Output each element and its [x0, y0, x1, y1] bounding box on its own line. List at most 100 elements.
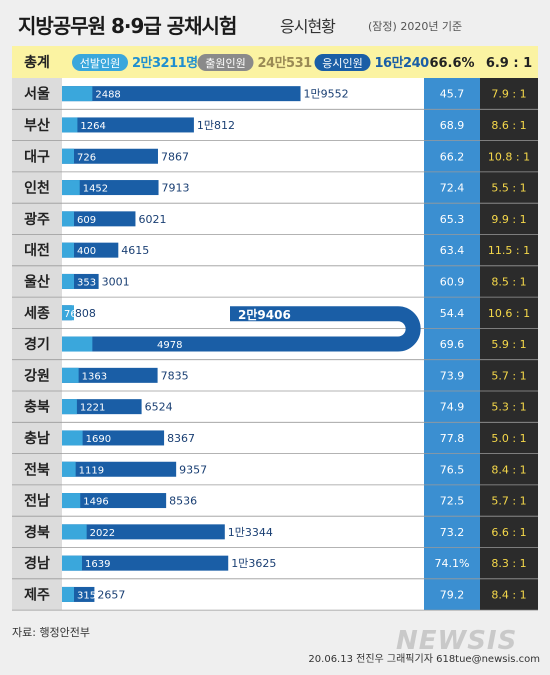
category-label: 전남 — [24, 493, 50, 510]
chart-note: (잠정) 2020년 기준 — [368, 20, 463, 33]
applicants-bar — [62, 555, 229, 571]
ratio-value: 7.9 : 1 — [491, 88, 526, 101]
title-area: 지방공무원 8·9급 공채시험 응시현황 (잠정) 2020년 기준 — [0, 0, 550, 46]
ratio-value: 5.7 : 1 — [491, 495, 526, 508]
applicants-bar — [62, 242, 119, 258]
watermark: NEWSIS — [396, 626, 518, 656]
applicants-bar — [62, 148, 158, 164]
category-label: 인천 — [24, 180, 50, 197]
ratio-value: 8.5 : 1 — [491, 275, 526, 288]
applicants-bar — [62, 461, 177, 477]
rate-value: 79.2 — [440, 588, 465, 601]
selected-bar — [62, 524, 87, 540]
legend-swatch — [314, 54, 371, 71]
ratio-value: 5.3 : 1 — [491, 401, 526, 414]
selected-bar — [62, 148, 74, 164]
applicants-label: 2657 — [97, 588, 125, 601]
applicants-label: 9357 — [179, 463, 207, 476]
applicants-bar — [62, 399, 142, 415]
ratio-value: 5.5 : 1 — [491, 182, 526, 195]
rate-value: 73.9 — [440, 369, 465, 382]
rate-header-cell — [424, 46, 480, 78]
category-label: 충북 — [24, 400, 50, 416]
selected-label: 4978 — [157, 340, 182, 351]
applicants-label: 6524 — [145, 401, 173, 414]
selected-bar — [62, 399, 77, 415]
applicants-bar — [62, 430, 165, 446]
rate-value: 72.4 — [440, 182, 465, 195]
legend-value: 16만240 — [375, 55, 430, 71]
ratio-value: 10.8 : 1 — [488, 150, 530, 163]
applicants-bar — [62, 306, 421, 352]
selected-bar — [62, 461, 76, 477]
rate-value: 73.2 — [440, 526, 465, 539]
applicants-label: 1만3344 — [228, 526, 273, 539]
selected-label: 315 — [77, 590, 96, 601]
ratio-header-cell — [480, 46, 538, 78]
ratio-value: 5.9 : 1 — [491, 338, 526, 351]
applicants-label: 1만3625 — [231, 557, 276, 570]
applicants-bar — [62, 211, 136, 227]
applicants-bar — [62, 180, 159, 196]
selected-bar — [62, 86, 93, 102]
category-label: 경남 — [24, 555, 50, 572]
category-column — [12, 78, 62, 611]
rate-value: 45.7 — [440, 88, 465, 101]
selected-label: 353 — [77, 277, 96, 288]
selected-bar — [62, 180, 80, 196]
ratio-value: 8.4 : 1 — [491, 588, 526, 601]
credit-line: 20.06.13 전진우 그래픽기자 618tue@newsis.com — [308, 654, 540, 665]
selected-bar — [62, 305, 74, 321]
source-note: 자료: 행정안전부 — [12, 626, 91, 639]
category-label: 충남 — [24, 430, 50, 447]
selected-bar — [62, 493, 81, 509]
applicants-bar — [62, 367, 158, 383]
applicants-label: 1만9552 — [304, 88, 349, 101]
rate-value: 72.5 — [440, 495, 465, 508]
ratio-value: 8.3 : 1 — [491, 557, 526, 570]
selected-bar — [62, 211, 74, 227]
applicants-label: 8367 — [167, 432, 195, 445]
rate-value: 66.2 — [440, 150, 465, 163]
ratio-value: 8.6 : 1 — [491, 119, 526, 132]
selected-label: 1496 — [83, 497, 108, 508]
applicants-label: 3001 — [102, 275, 130, 288]
category-label: 울산 — [24, 273, 50, 290]
rate-value: 54.4 — [440, 307, 465, 320]
selected-label: 726 — [77, 152, 96, 163]
rate-value: 60.9 — [440, 275, 465, 288]
category-label: 제주 — [24, 587, 50, 603]
selected-bar — [62, 273, 74, 289]
rate-value: 63.4 — [440, 244, 465, 257]
selected-bar — [62, 336, 93, 352]
applicants-label: 808 — [75, 307, 96, 320]
header-label: 총계 — [24, 55, 50, 71]
selected-bar — [62, 367, 79, 383]
category-label: 전북 — [24, 461, 50, 478]
applicants-label: 7913 — [162, 182, 190, 195]
rate-value: 74.9 — [440, 401, 465, 414]
category-label: 대구 — [24, 149, 50, 165]
rate-value: 65.3 — [440, 213, 465, 226]
selected-label: 76 — [64, 309, 77, 320]
applicants-label: 7835 — [161, 369, 189, 382]
selected-label: 1452 — [83, 184, 108, 195]
selected-label: 400 — [77, 246, 96, 257]
rate-value: 76.5 — [440, 463, 465, 476]
rate-value: 74.1% — [435, 557, 470, 570]
chart-title: 지방공무원 8·9급 공채시험 — [18, 14, 237, 38]
legend-swatch — [72, 54, 128, 71]
rate-value: 69.6 — [440, 338, 465, 351]
ratio-value: 5.0 : 1 — [491, 432, 526, 445]
selected-label: 1119 — [79, 465, 104, 476]
legend-value: 2만3211명 — [132, 55, 198, 71]
applicants-label: 8536 — [169, 495, 197, 508]
selected-label: 1221 — [80, 403, 105, 414]
selected-bar — [62, 242, 74, 258]
category-label: 경기 — [24, 336, 50, 353]
rate-value: 77.8 — [440, 432, 465, 445]
legend-name: 출원인원 — [205, 57, 245, 70]
category-label: 경북 — [24, 524, 50, 541]
legend-name: 선발인원 — [80, 57, 120, 70]
